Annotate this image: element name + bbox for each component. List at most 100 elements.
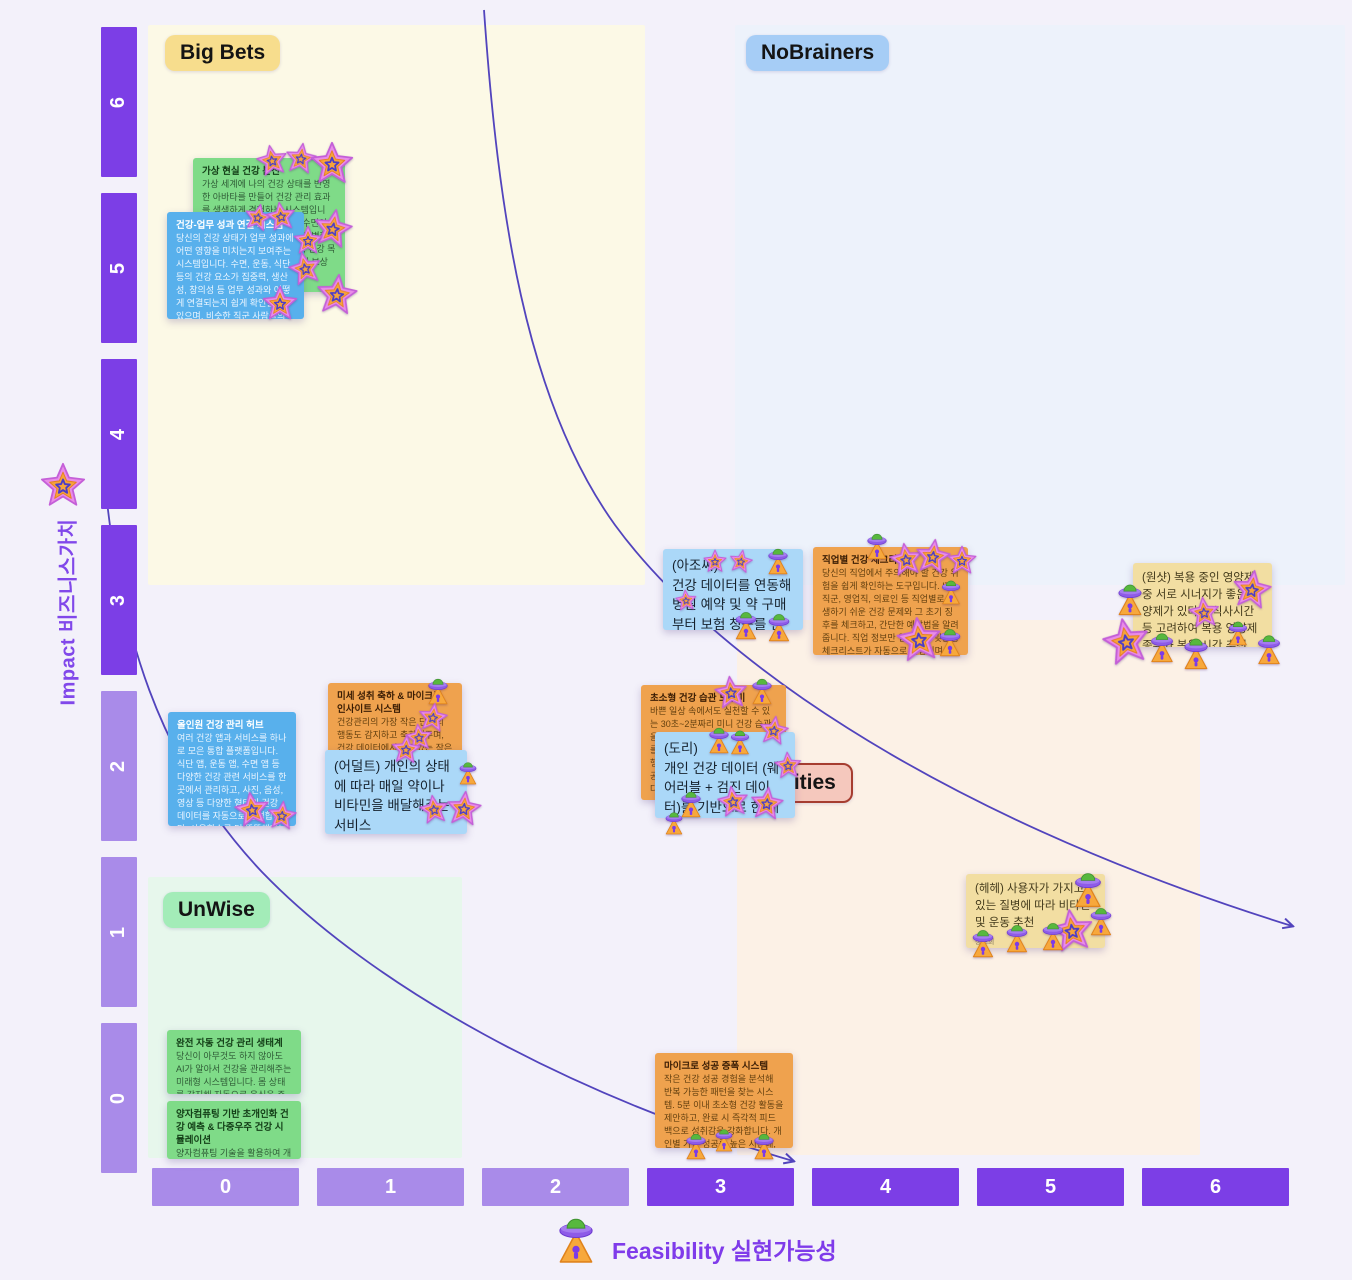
star-sticker[interactable] [310,205,356,251]
ufo-sticker[interactable] [1252,631,1286,665]
note-title: 미세 성취 축하 & 마이크로 인사이트 시스템 [337,691,442,715]
ufo-sticker[interactable] [681,1130,711,1160]
star-sticker[interactable] [404,722,435,753]
quadrant-label-unwise[interactable]: UnWise [163,892,270,928]
impact-tick-4: 4 [101,359,137,509]
ufo-sticker[interactable] [423,675,453,705]
impact-tick-1: 1 [101,857,137,1007]
sticky-note-all-in-one-hub[interactable]: 올인원 건강 관리 허브 여러 건강 앱과 서비스를 하나로 모은 통합 플랫폼입… [168,712,296,826]
star-sticker[interactable] [757,713,791,747]
ufo-sticker[interactable] [1001,921,1033,953]
feasibility-tick-5: 5 [977,1168,1124,1206]
ufo-sticker[interactable] [1068,868,1108,908]
ufo-sticker[interactable] [455,759,481,785]
star-sticker[interactable] [674,588,698,612]
star-sticker[interactable] [947,545,977,575]
impact-tick-5: 5 [101,193,137,343]
star-sticker[interactable] [416,700,450,734]
star-sticker[interactable] [913,536,954,577]
impact-tick-3: 3 [101,525,137,675]
star-sticker[interactable] [748,784,785,821]
sticky-note-oneshot-supplement[interactable]: (원샷) 복용 중인 영양제 중 서로 시너지가 좋은 영양제가 있다면 식사시… [1133,563,1272,647]
note-body: (도리) 개인 건강 데이터 (웨어러블 + 검진 데이터)를 기반으로 한 계… [664,741,780,815]
quadrant-label-big-bets[interactable]: Big Bets [165,35,281,71]
star-sticker[interactable] [264,199,298,233]
ufo-sticker[interactable] [1224,618,1252,646]
feasibility-tick-0: 0 [152,1168,299,1206]
star-sticker[interactable] [232,789,273,830]
star-sticker[interactable] [266,799,299,832]
star-sticker[interactable] [390,733,422,765]
ufo-sticker[interactable] [1145,629,1179,663]
feasibility-tick-3: 3 [647,1168,794,1206]
star-sticker[interactable] [310,141,354,185]
feasibility-tick-6: 6 [1142,1168,1289,1206]
ufo-sticker[interactable] [711,1126,737,1152]
feasibility-axis-ufo-icon [550,1210,602,1266]
star-sticker[interactable] [1098,613,1154,669]
ufo-sticker[interactable] [1037,919,1069,951]
star-sticker[interactable] [1229,566,1274,611]
impact-axis-label: Impact 비즈니스가치 [57,518,80,706]
star-sticker[interactable] [444,788,484,828]
ufo-sticker[interactable] [937,577,965,605]
star-sticker[interactable] [417,792,451,826]
ufo-sticker[interactable] [1085,904,1117,936]
note-title: 초소형 건강 습관 도우미 [650,693,746,704]
ufo-sticker[interactable] [1112,580,1148,616]
star-sticker[interactable] [285,248,325,288]
ufo-sticker[interactable] [676,788,706,818]
note-body: (어덜트) 개인의 상태에 따라 매일 약이나 비타민을 배달해주는 서비스 [334,759,450,833]
star-sticker[interactable] [727,547,755,575]
star-sticker[interactable] [314,271,360,317]
impact-tick-label: 5 [107,262,130,274]
note-title: 직업별 건강 체크리스트 [822,555,915,566]
ufo-sticker[interactable] [726,727,754,755]
sticky-note-quantum-simulation[interactable]: 양자컴퓨팅 기반 초개인화 건강 예측 & 다중우주 건강 시뮬레이션 양자컴퓨팅… [167,1101,301,1159]
impact-tick-label: 0 [107,1092,130,1104]
ufo-sticker[interactable] [934,625,966,657]
feasibility-tick-4: 4 [812,1168,959,1206]
impact-tick-label: 2 [107,760,130,772]
impact-axis-star-icon [40,462,86,508]
ufo-sticker[interactable] [749,1130,779,1160]
ufo-sticker[interactable] [967,926,999,958]
impact-tick-label: 3 [107,594,130,606]
feasibility-tick-1: 1 [317,1168,464,1206]
star-sticker[interactable] [262,285,298,321]
star-sticker[interactable] [703,549,727,573]
star-sticker[interactable] [253,141,290,178]
star-sticker[interactable] [293,225,323,255]
ufo-sticker[interactable] [763,610,795,642]
ufo-sticker[interactable] [1178,634,1214,670]
star-sticker[interactable] [1186,594,1221,629]
note-title: 완전 자동 건강 관리 생태계 [176,1038,283,1049]
star-sticker[interactable] [894,614,945,665]
note-title: 건강-업무 성과 연결 시스템 [176,220,284,231]
note-title: 마이크로 성공 증폭 시스템 [664,1061,769,1072]
ufo-sticker[interactable] [661,809,687,835]
star-sticker[interactable] [1047,905,1097,955]
star-sticker[interactable] [773,750,803,780]
quadrant-nobrainers [735,25,1345,585]
feasibility-axis-label: Feasibility 실현가능성 [612,1238,837,1264]
note-body: 당신의 건강 상태가 업무 성과에 어떤 영향을 미치는지 보여주는 시스템입니… [176,233,294,319]
star-sticker[interactable] [712,673,749,710]
sticky-note-full-auto-ecosystem[interactable]: 완전 자동 건강 관리 생태계 당신이 아무것도 하지 않아도 AI가 알아서 건… [167,1030,301,1094]
quadrant-label-nobrainers[interactable]: NoBrainers [746,35,890,71]
ufo-sticker[interactable] [763,545,793,575]
ufo-sticker[interactable] [704,724,734,754]
ufo-sticker[interactable] [747,675,777,705]
star-sticker[interactable] [283,140,319,176]
star-sticker[interactable] [887,540,925,578]
note-body: 여러 건강 앱과 서비스를 하나로 모은 통합 플랫폼입니다. 식단 앱, 운동… [177,733,287,826]
ufo-sticker[interactable] [862,530,892,560]
note-title: 가상 현실 건강 분신 [202,166,280,177]
ufo-sticker[interactable] [730,608,762,640]
impact-tick-2: 2 [101,691,137,841]
note-body: 작은 건강 성공 경험을 분석해 반복 가능한 패턴을 찾는 시스템. 5분 이… [664,1074,784,1148]
impact-tick-label: 1 [107,926,130,938]
star-sticker[interactable] [715,783,751,819]
